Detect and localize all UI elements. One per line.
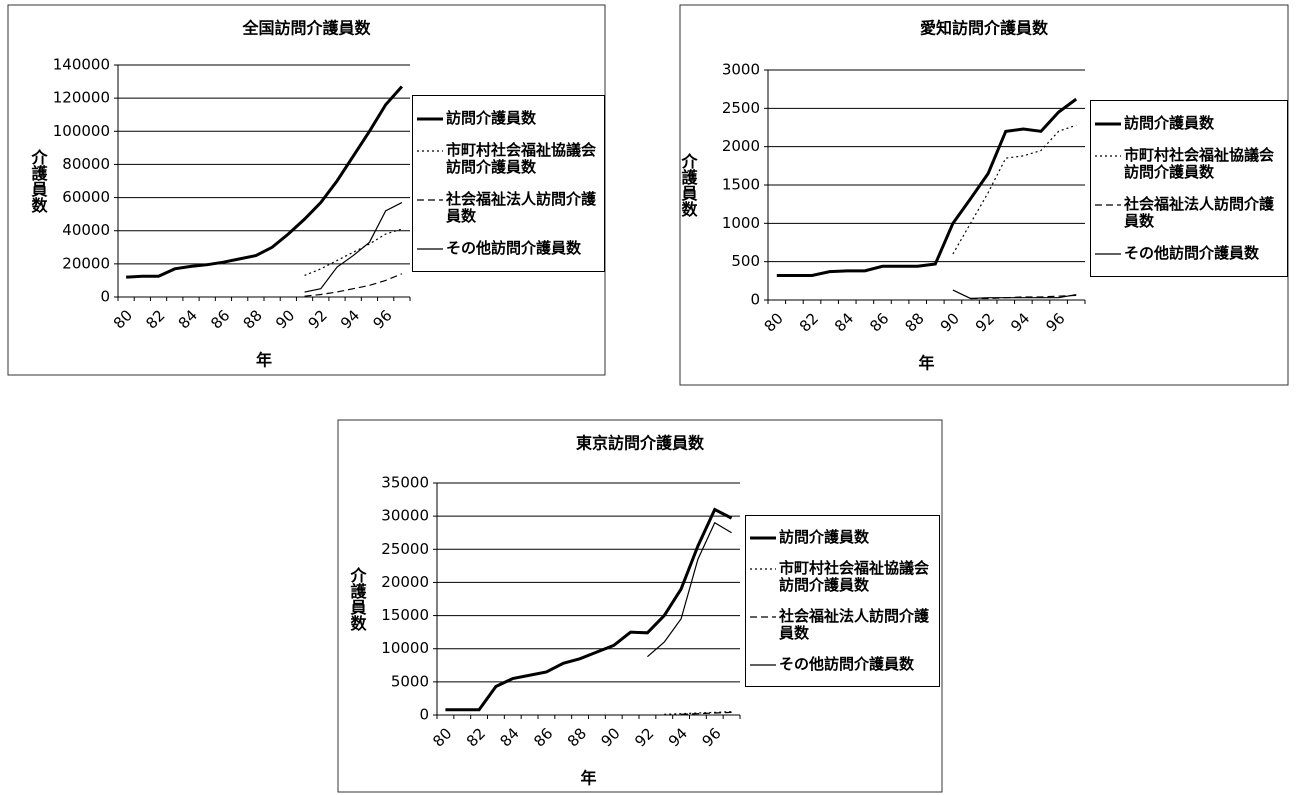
legend-swatch xyxy=(417,117,443,121)
y-axis-label: 介護員数 xyxy=(679,152,699,218)
series-line xyxy=(126,85,404,279)
legend-entry: 訪問介護員数 xyxy=(1095,113,1283,132)
legend: 訪問介護員数市町村社会福祉協議会訪問介護員数 社会福祉法人訪問介護員数その他訪問介… xyxy=(412,95,605,272)
chart-title: 全国訪問介護員数 xyxy=(241,19,371,38)
series-line xyxy=(952,289,1077,300)
legend-label: 社会福祉法人訪問介護員数 xyxy=(1124,195,1275,231)
legend-swatch xyxy=(750,568,776,570)
y-tick-label: 20000 xyxy=(381,573,429,591)
y-tick-label: 0 xyxy=(100,288,110,306)
chart-title: 東京訪問介護員数 xyxy=(576,434,705,453)
legend-label: その他訪問介護員数 xyxy=(446,239,582,258)
legend-label: 訪問介護員数 xyxy=(1124,113,1215,132)
series-line xyxy=(776,97,1078,277)
y-tick-label: 30000 xyxy=(381,507,429,525)
legend-entry: その他訪問介護員数 xyxy=(1095,245,1283,262)
series-line xyxy=(304,273,403,297)
legend-label: 訪問介護員数 xyxy=(446,108,537,127)
series-line xyxy=(304,202,403,293)
y-axis-label: 介護員数 xyxy=(348,566,368,632)
legend-label: その他訪問介護員数 xyxy=(779,655,915,673)
y-tick-label: 20000 xyxy=(62,254,110,272)
x-axis-label: 年 xyxy=(580,769,596,788)
series-line xyxy=(970,294,1077,300)
legend-swatch xyxy=(417,248,443,250)
chart: 東京訪問介護員数 0 5000 10000 15000 20000 25000 30000 35… xyxy=(337,419,943,793)
y-tick-label: 3000 xyxy=(722,61,760,79)
legend-entry: その他訪問介護員数 xyxy=(750,656,935,673)
legend-swatch xyxy=(1095,122,1121,126)
series-line xyxy=(681,711,732,715)
y-tick-label: 60000 xyxy=(62,188,110,206)
y-tick-label: 100000 xyxy=(53,122,110,140)
legend-entry: 社会福祉法人訪問介護員数 xyxy=(750,608,935,642)
legend-label: その他訪問介護員数 xyxy=(1124,244,1260,263)
series-line xyxy=(952,124,1077,255)
legend-entry: 市町村社会福祉協議会訪問介護員数 xyxy=(750,560,935,594)
legend-label: 社会福祉法人訪問介護員数 xyxy=(779,607,930,642)
legend-swatch xyxy=(1095,204,1121,206)
legend-entry: 訪問介護員数 xyxy=(417,108,600,127)
legend-label: 市町村社会福祉協議会訪問介護員数 xyxy=(1124,145,1275,181)
legend-label: 訪問介護員数 xyxy=(779,528,870,546)
y-tick-label: 2000 xyxy=(722,137,760,155)
y-tick-label: 5000 xyxy=(391,672,429,690)
y-tick-label: 2500 xyxy=(722,99,760,117)
legend-swatch xyxy=(750,536,776,540)
y-tick-label: 140000 xyxy=(53,56,110,74)
legend-swatch xyxy=(1095,253,1121,255)
legend-entry: 社会福祉法人訪問介護員数 xyxy=(1095,196,1283,230)
x-axis-label: 年 xyxy=(918,354,934,373)
y-tick-label: 10000 xyxy=(381,639,429,657)
y-tick-label: 120000 xyxy=(53,89,110,107)
legend-swatch xyxy=(417,150,443,152)
legend-label: 市町村社会福祉協議会訪問介護員数 xyxy=(446,140,597,176)
series-line xyxy=(664,711,732,715)
legend-entry: 訪問介護員数 xyxy=(750,529,935,546)
y-tick-label: 40000 xyxy=(62,221,110,239)
legend-swatch xyxy=(750,616,776,618)
legend-entry: その他訪問介護員数 xyxy=(417,240,600,257)
y-axis-label: 介護員数 xyxy=(29,148,49,214)
y-tick-label: 0 xyxy=(419,706,429,724)
legend: 訪問介護員数市町村社会福祉協議会訪問介護員数 社会福祉法人訪問介護員数その他訪問介… xyxy=(1090,100,1288,277)
legend: 訪問介護員数市町村社会福祉協議会訪問介護員数 社会福祉法人訪問介護員数その他訪問介… xyxy=(745,515,940,687)
legend-swatch xyxy=(1095,155,1121,157)
series-line xyxy=(445,507,733,712)
y-tick-label: 1000 xyxy=(722,214,760,232)
y-tick-label: 80000 xyxy=(62,155,110,173)
y-tick-label: 0 xyxy=(750,291,760,309)
y-tick-label: 35000 xyxy=(381,474,429,492)
series-line xyxy=(304,228,403,277)
legend-entry: 社会福祉法人訪問介護員数 xyxy=(417,191,600,225)
y-tick-label: 500 xyxy=(731,252,760,270)
legend-swatch xyxy=(750,664,776,666)
legend-entry: 市町村社会福祉協議会訪問介護員数 xyxy=(1095,145,1283,181)
y-tick-label: 25000 xyxy=(381,540,429,558)
legend-label: 市町村社会福祉協議会訪問介護員数 xyxy=(779,559,930,594)
y-tick-label: 1500 xyxy=(722,176,760,194)
y-tick-label: 15000 xyxy=(381,606,429,624)
x-axis-label: 年 xyxy=(256,351,272,370)
chart-title: 愛知訪問介護員数 xyxy=(920,19,1049,38)
legend-swatch xyxy=(417,199,443,201)
series-line xyxy=(647,521,732,658)
legend-entry: 市町村社会福祉協議会訪問介護員数 xyxy=(417,140,600,176)
legend-label: 社会福祉法人訪問介護員数 xyxy=(446,190,597,226)
